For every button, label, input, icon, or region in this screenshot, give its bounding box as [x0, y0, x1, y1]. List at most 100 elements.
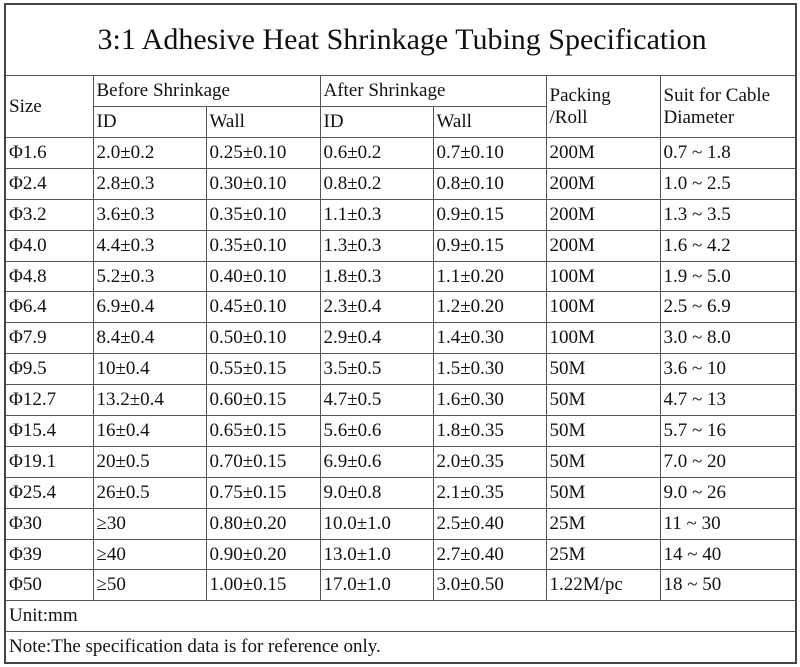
table-cell: 0.45±0.10 — [205, 291, 321, 324]
table-cell: 1.6±0.30 — [432, 384, 547, 417]
table-cell: Φ3.2 — [4, 198, 94, 231]
table-cell: 2.3±0.4 — [319, 291, 434, 324]
table-cell: 0.9±0.15 — [432, 229, 547, 262]
table-cell: 200M — [545, 229, 661, 262]
table-cell: 1.22M/pc — [545, 569, 661, 602]
table-cell: 0.9±0.15 — [432, 198, 547, 231]
table-cell: 2.0±0.35 — [432, 445, 547, 478]
table-row: Φ4.0 4.4±0.3 0.35±0.10 1.3±0.3 0.9±0.15 200M 1… — [4, 229, 797, 262]
table-cell: 26±0.5 — [92, 476, 207, 509]
table-row: Φ3.2 3.6±0.3 0.35±0.10 1.1±0.3 0.9±0.15 200M 1… — [4, 198, 797, 231]
table-cell: 50M — [545, 476, 661, 509]
table-row: Unit:mm — [4, 600, 797, 633]
table-cell: Φ25.4 — [4, 476, 94, 509]
table-cell: 2.1±0.35 — [432, 476, 547, 509]
table-row: Φ1.6 2.0±0.2 0.25±0.10 0.6±0.2 0.7±0.10 200M 0… — [4, 137, 797, 169]
table-cell: 3.0±0.50 — [432, 569, 547, 602]
table-cell: 4.4±0.3 — [92, 229, 207, 262]
table-cell: 1.1±0.3 — [319, 198, 434, 231]
table-cell: 0.7±0.10 — [432, 137, 547, 169]
table-cell: ≥30 — [92, 507, 207, 540]
table-row: Φ19.1 20±0.5 0.70±0.15 6.9±0.6 2.0±0.35 50M 7.… — [4, 445, 797, 478]
table-cell: 0.60±0.15 — [205, 384, 321, 417]
size-header: Size — [4, 75, 94, 138]
table-cell: Φ4.0 — [4, 229, 94, 262]
table-cell: 2.5 ~ 6.9 — [659, 291, 797, 324]
table-cell: 1.9 ~ 5.0 — [659, 260, 797, 293]
table-row: Φ4.8 5.2±0.3 0.40±0.10 1.8±0.3 1.1±0.20 100M 1… — [4, 260, 797, 293]
table-cell: 0.40±0.10 — [205, 260, 321, 293]
table-cell: 4.7 ~ 13 — [659, 384, 797, 417]
before-header: Before Shrinkage — [92, 75, 321, 107]
table-row: 3:1 Adhesive Heat Shrinkage Tubing Speci… — [4, 3, 797, 76]
table-row: Φ12.7 13.2±0.4 0.60±0.15 4.7±0.5 1.6±0.30 50M… — [4, 384, 797, 417]
table-cell: 0.65±0.15 — [205, 415, 321, 447]
table-cell: 1.5±0.30 — [432, 353, 547, 386]
table-cell: 2.7±0.40 — [432, 538, 547, 571]
table-cell: 0.55±0.15 — [205, 353, 321, 386]
table-cell: 0.75±0.15 — [205, 476, 321, 509]
table-row: Φ30 ≥30 0.80±0.20 10.0±1.0 2.5±0.40 25M 11 ~ 3… — [4, 507, 797, 540]
table-cell: 6.9±0.6 — [319, 445, 434, 478]
spec-table: 3:1 Adhesive Heat Shrinkage Tubing Speci… — [4, 3, 798, 665]
table-cell: 6.9±0.4 — [92, 291, 207, 324]
packing-header-line: /Roll — [549, 106, 588, 128]
table-row: Size Before Shrinkage After Shrinkage Packi… — [4, 75, 797, 138]
table-cell: Φ7.9 — [4, 322, 94, 355]
table-row: Φ7.9 8.4±0.4 0.50±0.10 2.9±0.4 1.4±0.30 100M 3… — [4, 322, 797, 355]
table-cell: 1.1±0.20 — [432, 260, 547, 293]
table-cell: ≥50 — [92, 569, 207, 602]
table-cell: Φ2.4 — [4, 167, 94, 200]
table-cell: 13.2±0.4 — [92, 384, 207, 417]
table-cell: 0.25±0.10 — [205, 137, 321, 169]
table-cell: 0.6±0.2 — [319, 137, 434, 169]
table-cell: 10±0.4 — [92, 353, 207, 386]
table-cell: 1.0 ~ 2.5 — [659, 167, 797, 200]
table-cell: 50M — [545, 384, 661, 417]
table-cell: 4.7±0.5 — [319, 384, 434, 417]
table-cell: 50M — [545, 445, 661, 478]
table-cell: Φ39 — [4, 538, 94, 571]
table-title: 3:1 Adhesive Heat Shrinkage Tubing Speci… — [4, 3, 797, 76]
table-cell: 13.0±1.0 — [319, 538, 434, 571]
table-cell: 1.6 ~ 4.2 — [659, 229, 797, 262]
table-cell: 17.0±1.0 — [319, 569, 434, 602]
table-row: Φ9.5 10±0.4 0.55±0.15 3.5±0.5 1.5±0.30 50M 3.6… — [4, 353, 797, 386]
table-cell: 0.30±0.10 — [205, 167, 321, 200]
table-cell: 16±0.4 — [92, 415, 207, 447]
table-cell: 200M — [545, 167, 661, 200]
table-cell: 1.8±0.35 — [432, 415, 547, 447]
table-cell: Φ50 — [4, 569, 94, 602]
table-cell: Φ30 — [4, 507, 94, 540]
table-row: Note:The specification data is for refer… — [4, 631, 797, 664]
table-cell: 100M — [545, 322, 661, 355]
table-cell: 50M — [545, 415, 661, 447]
sub-header: ID — [92, 106, 207, 138]
table-cell: 3.6±0.3 — [92, 198, 207, 231]
table-row: Φ15.4 16±0.4 0.65±0.15 5.6±0.6 1.8±0.35 50M 5.… — [4, 415, 797, 447]
table-row: Φ25.4 26±0.5 0.75±0.15 9.0±0.8 2.1±0.35 50M 9.… — [4, 476, 797, 509]
table-cell: ≥40 — [92, 538, 207, 571]
table-cell: 2.8±0.3 — [92, 167, 207, 200]
table-cell: 20±0.5 — [92, 445, 207, 478]
table-cell: 100M — [545, 260, 661, 293]
table-cell: Φ6.4 — [4, 291, 94, 324]
table-cell: 200M — [545, 137, 661, 169]
table-cell: Φ15.4 — [4, 415, 94, 447]
table-cell: 0.8±0.2 — [319, 167, 434, 200]
table-cell: 0.90±0.20 — [205, 538, 321, 571]
table-cell: 10.0±1.0 — [319, 507, 434, 540]
table-cell: 50M — [545, 353, 661, 386]
table-cell: 200M — [545, 198, 661, 231]
table-cell: Φ9.5 — [4, 353, 94, 386]
table-cell: 14 ~ 40 — [659, 538, 797, 571]
table-cell: 25M — [545, 538, 661, 571]
table-cell: 18 ~ 50 — [659, 569, 797, 602]
table-cell: 5.6±0.6 — [319, 415, 434, 447]
suit-header-line: Suit for Cable — [663, 84, 771, 106]
table-cell: 7.0 ~ 20 — [659, 445, 797, 478]
table-cell: 1.4±0.30 — [432, 322, 547, 355]
table-cell: Φ1.6 — [4, 137, 94, 169]
table-cell: 0.50±0.10 — [205, 322, 321, 355]
